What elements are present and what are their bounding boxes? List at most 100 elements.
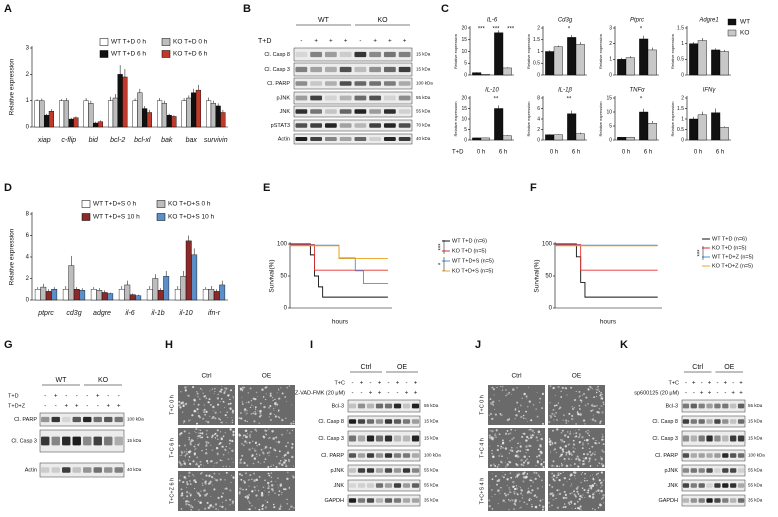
cell: [282, 461, 286, 464]
cell: [193, 409, 197, 413]
cell: [203, 408, 206, 411]
cell: [578, 433, 581, 436]
cell: [555, 497, 557, 500]
cell: [246, 409, 248, 412]
cell: [594, 453, 596, 456]
condition-sign: +: [708, 391, 712, 397]
cell: [600, 393, 602, 396]
kda-label: 55 kDa: [748, 403, 763, 408]
band: [375, 403, 384, 409]
band: [706, 403, 713, 409]
y-tick-label: 0.5: [677, 127, 684, 133]
micrograph: [488, 385, 545, 425]
cell: [599, 456, 601, 458]
bar: [719, 51, 729, 76]
band: [339, 95, 352, 101]
y-axis-label: Relative expression: [598, 102, 603, 137]
cell: [250, 404, 253, 407]
band: [682, 498, 690, 503]
band: [398, 123, 411, 128]
cell: [514, 408, 517, 410]
band: [384, 468, 393, 473]
cell: [214, 503, 218, 506]
cell: [278, 389, 280, 391]
kda-label: 15 kDa: [748, 436, 763, 441]
cell: [196, 492, 200, 495]
cell: [280, 493, 283, 495]
cell: [575, 457, 578, 461]
cell: [232, 396, 234, 398]
cell: [506, 478, 509, 481]
cell: [491, 417, 494, 421]
legend-swatch: [727, 29, 737, 37]
cell: [203, 395, 206, 398]
cell: [184, 402, 188, 406]
kda-label: 15 kDa: [424, 436, 439, 441]
cell: [553, 414, 555, 416]
cell: [535, 464, 537, 467]
cell: [568, 478, 571, 480]
cell: [588, 448, 590, 450]
kda-label: 15 kDa: [748, 419, 763, 424]
cell: [268, 455, 270, 457]
cell: [238, 492, 241, 495]
band: [369, 123, 382, 128]
x-tick-label: 6 h: [499, 150, 507, 156]
cell: [583, 488, 586, 492]
band: [698, 403, 705, 409]
band: [357, 419, 366, 424]
cell: [261, 388, 264, 391]
cell: [231, 421, 233, 424]
cell: [187, 394, 190, 397]
cell: [500, 460, 503, 463]
kda-label: 100 kDa: [424, 453, 441, 458]
cell: [552, 499, 555, 501]
condition-sign: -: [388, 381, 390, 387]
cell: [568, 458, 570, 460]
band: [114, 416, 123, 423]
cell: [558, 465, 561, 468]
cell: [209, 480, 212, 483]
cell: [592, 477, 595, 480]
band: [375, 419, 384, 424]
cell: [244, 411, 246, 413]
cell: [515, 492, 517, 494]
cell: [578, 498, 581, 501]
cell: [518, 473, 521, 475]
cell: [189, 494, 192, 497]
cell: [582, 442, 584, 444]
x-tick-label: ifn-r: [208, 310, 221, 317]
cell: [182, 481, 185, 483]
cell: [269, 487, 271, 489]
cell: [541, 479, 543, 482]
cell: [520, 416, 522, 418]
legend-label: WT T+D+S 0 h: [93, 201, 136, 208]
kda-label: 55 kDa: [416, 109, 431, 114]
band: [682, 483, 690, 488]
condition-sign: -: [732, 381, 734, 387]
cell: [592, 437, 595, 440]
cell: [526, 491, 529, 494]
cell: [601, 464, 605, 468]
cell: [523, 432, 526, 435]
cell: [291, 455, 294, 459]
cell: [199, 460, 202, 463]
row-label: T+C 0 h: [169, 395, 175, 415]
bar: [174, 289, 181, 301]
cell: [195, 395, 197, 396]
cell: [603, 479, 605, 481]
cell: [277, 388, 280, 390]
bar: [93, 122, 99, 128]
cell: [256, 455, 258, 457]
cell: [286, 503, 288, 505]
band: [411, 453, 420, 458]
cell: [229, 504, 231, 506]
cell: [519, 500, 521, 502]
cell: [195, 411, 197, 413]
cell: [190, 440, 192, 443]
cell: [539, 401, 541, 403]
cell: [586, 453, 589, 456]
cell: [265, 430, 268, 432]
cell: [248, 434, 252, 437]
cell: [268, 494, 270, 496]
